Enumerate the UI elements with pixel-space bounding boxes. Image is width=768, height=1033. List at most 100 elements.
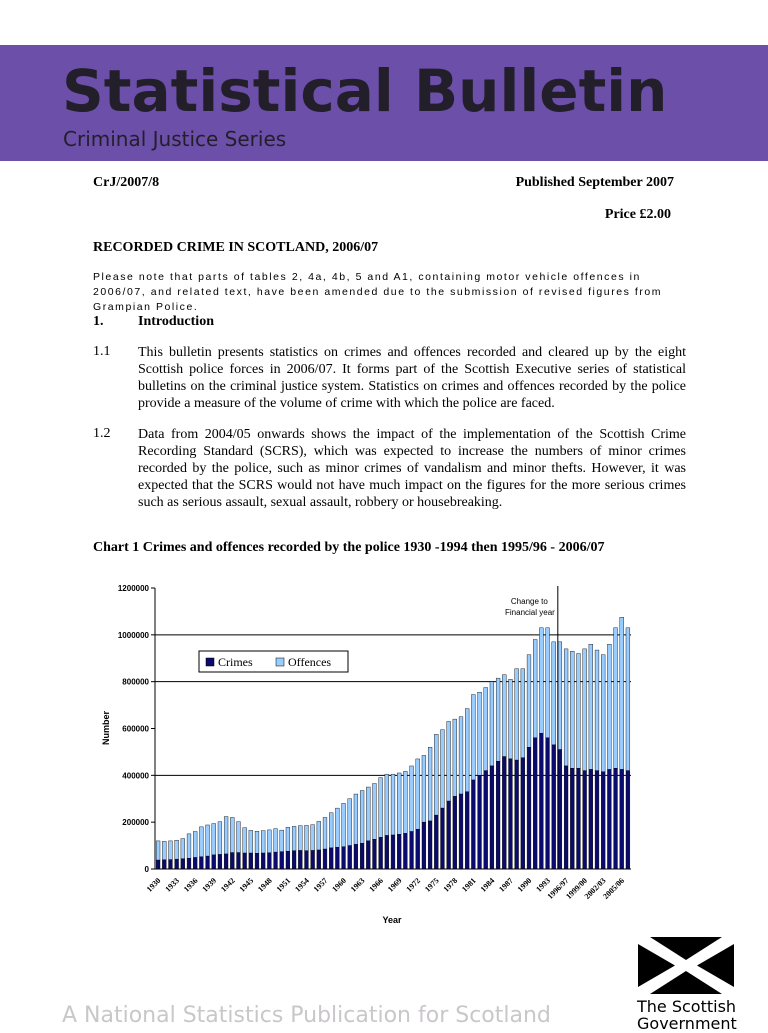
bar-offences xyxy=(421,755,427,823)
bar-crimes xyxy=(242,852,247,870)
bar-offences xyxy=(211,823,216,856)
bar-offences xyxy=(384,773,389,836)
legend-label-crimes: Crimes xyxy=(218,655,253,669)
bar-offences xyxy=(248,830,253,854)
bar-offences xyxy=(155,840,161,861)
bar-crimes xyxy=(378,837,383,870)
bar-offences xyxy=(594,649,600,771)
bar-offences xyxy=(397,772,402,835)
bar-offences xyxy=(526,654,532,748)
x-tick-label: 1960 xyxy=(330,876,348,894)
bar-offences xyxy=(242,827,247,854)
bar-offences xyxy=(446,721,451,802)
x-tick-label: 1942 xyxy=(219,876,237,894)
bar-offences xyxy=(502,674,507,757)
price: Price £2.00 xyxy=(604,207,671,222)
bar-offences xyxy=(273,828,278,853)
logo-line-1: The Scottish xyxy=(637,997,737,1016)
bar-offences xyxy=(285,827,291,852)
bar-offences xyxy=(359,790,365,844)
x-tick-label: 1975 xyxy=(423,876,441,894)
bar-offences xyxy=(570,651,575,769)
reference-number: CrJ/2007/8 xyxy=(93,175,160,190)
bar-crimes xyxy=(520,757,525,870)
chart-caption: Chart 1 Crimes and offences recorded by … xyxy=(93,540,605,555)
bar-offences xyxy=(390,773,396,836)
paragraph-number: 1.1 xyxy=(93,344,111,359)
bar-offences xyxy=(298,825,303,851)
bar-crimes xyxy=(539,732,544,870)
x-tick-label: 1987 xyxy=(497,876,515,894)
bar-offences xyxy=(613,627,618,769)
bar-crimes xyxy=(353,844,359,870)
bar-offences xyxy=(366,786,371,842)
x-tick-label: 1939 xyxy=(200,876,218,894)
publication-date: Published September 2007 xyxy=(515,175,674,190)
bar-crimes xyxy=(489,765,495,870)
bar-crimes xyxy=(359,843,365,870)
bar-offences xyxy=(520,668,525,758)
bar-offences xyxy=(205,824,210,857)
bar-crimes xyxy=(415,828,420,870)
bar-offences xyxy=(551,641,556,746)
bar-crimes xyxy=(267,852,272,870)
bar-crimes xyxy=(298,850,303,870)
x-tick-label: 1990 xyxy=(516,876,534,894)
legend-label-offences: Offences xyxy=(288,655,331,669)
x-axis-title: Year xyxy=(382,915,402,925)
bar-offences xyxy=(563,648,569,767)
y-tick-label: 0 xyxy=(145,865,150,874)
bar-offences xyxy=(223,816,229,855)
bar-crimes xyxy=(607,769,612,870)
bar-crimes xyxy=(533,737,538,870)
x-tick-label: 1951 xyxy=(275,876,293,894)
bar-offences xyxy=(477,692,482,776)
y-tick-label: 1200000 xyxy=(118,584,150,593)
bar-crimes xyxy=(261,852,266,870)
bar-crimes xyxy=(168,859,173,870)
x-tick-label: 1933 xyxy=(163,876,181,894)
bar-crimes xyxy=(427,820,433,870)
annotation-text: Change to xyxy=(511,597,548,606)
bar-crimes xyxy=(551,744,556,870)
bar-crimes xyxy=(588,769,593,870)
y-axis-title: Number xyxy=(101,711,111,746)
bar-offences xyxy=(489,681,495,767)
x-tick-label: 1930 xyxy=(145,876,163,894)
bar-offences xyxy=(465,708,470,792)
bar-crimes xyxy=(193,857,198,870)
x-tick-label: 1936 xyxy=(182,876,200,894)
bar-offences xyxy=(236,821,241,853)
bar-crimes xyxy=(390,834,396,870)
bar-crimes xyxy=(502,756,507,870)
bar-offences xyxy=(372,783,377,840)
x-tick-label: 1978 xyxy=(442,876,460,894)
bar-crimes xyxy=(570,768,575,870)
bar-crimes xyxy=(236,852,241,870)
bar-crimes xyxy=(594,770,600,870)
bar-crimes xyxy=(545,737,550,870)
bar-crimes xyxy=(366,840,371,870)
bar-crimes xyxy=(304,850,309,870)
bar-offences xyxy=(168,840,173,860)
bar-offences xyxy=(193,831,198,858)
bar-offences xyxy=(576,653,581,769)
bar-crimes xyxy=(557,749,563,870)
paragraph-number: 1.2 xyxy=(93,426,111,441)
paragraph-text: Data from 2004/05 onwards shows the impa… xyxy=(138,427,686,510)
bulletin-subtitle: Criminal Justice Series xyxy=(63,127,287,151)
bar-crimes xyxy=(384,835,389,870)
bar-offences xyxy=(162,841,167,861)
x-tick-label: 1984 xyxy=(479,876,497,894)
bar-crimes xyxy=(563,765,569,870)
bar-offences xyxy=(557,641,563,750)
bar-crimes xyxy=(619,769,624,870)
document-heading: RECORDED CRIME IN SCOTLAND, 2006/07 xyxy=(93,240,379,255)
bar-crimes xyxy=(372,839,377,870)
bar-offences xyxy=(588,643,593,770)
bar-offences xyxy=(508,679,513,760)
bar-offences xyxy=(322,817,328,850)
bar-crimes xyxy=(341,846,346,870)
bar-offences xyxy=(230,817,235,853)
bar-crimes xyxy=(495,761,501,870)
